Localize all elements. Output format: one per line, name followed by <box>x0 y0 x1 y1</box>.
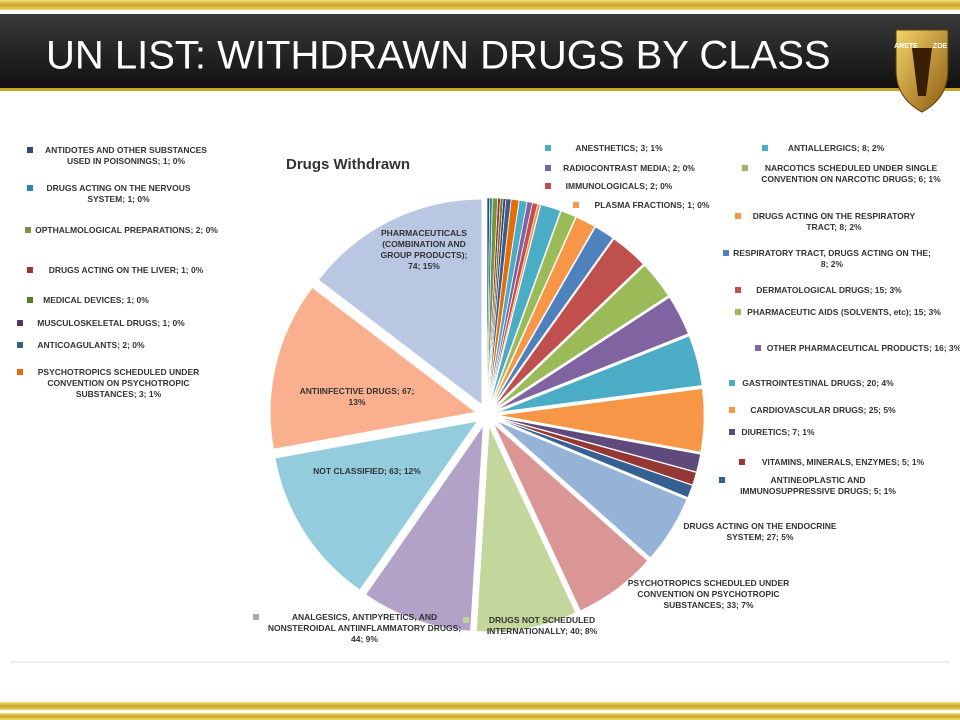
pie-slice <box>365 425 484 632</box>
legend-swatch <box>762 145 768 151</box>
legend-swatch <box>661 523 667 529</box>
legend-swatch <box>17 342 23 348</box>
pie-slice <box>498 418 693 498</box>
slide-title: UN LIST: WITHDRAWN DRUGS BY CLASS <box>46 34 831 78</box>
data-label: DRUGS ACTING ON THE ENDOCRINE SYSTEM; 27… <box>683 521 837 542</box>
data-label: ANESTHETICS; 3; 1% <box>575 143 663 153</box>
legend-swatch <box>735 309 741 315</box>
data-label: ANTIALLERGICS; 8; 2% <box>787 143 885 153</box>
pie-slice <box>490 204 561 404</box>
pie-slice <box>493 424 648 611</box>
legend-swatch <box>719 477 725 483</box>
data-label: IMMUNOLOGICALS; 2; 0% <box>565 181 673 191</box>
pie-slice <box>487 198 512 404</box>
data-label: DRUGS NOT SCHEDULED INTERNATIONALLY; 40;… <box>486 615 598 636</box>
pie-slice <box>498 335 703 413</box>
legend-swatch <box>27 267 33 273</box>
data-label: OPTHALMOLOGICAL PREPARATIONS; 2; 0% <box>35 225 218 235</box>
legend-swatch <box>755 345 761 351</box>
legend-swatch <box>17 320 23 326</box>
data-label: NARCOTICS SCHEDULED UNDER SINGLE CONVENT… <box>761 163 941 184</box>
pie-slice <box>476 426 576 633</box>
gold-stripe <box>0 702 960 710</box>
pie-slice <box>489 201 533 404</box>
pie-slice <box>498 417 701 473</box>
legend-swatch <box>735 213 741 219</box>
pie-slice <box>492 216 595 405</box>
pie-slice <box>497 421 688 558</box>
legend-swatch <box>729 380 735 386</box>
logo-text: ZOE <box>933 43 948 50</box>
data-label: MUSCULOSKELETAL DRUGS; 1; 0% <box>37 318 185 328</box>
gold-stripe <box>0 713 960 720</box>
legend-swatch <box>27 147 33 153</box>
legend-swatch <box>739 459 745 465</box>
pie-slice <box>497 297 689 410</box>
legend-swatch <box>25 227 31 233</box>
pie-slice <box>488 200 528 404</box>
legend-swatch <box>27 297 33 303</box>
logo-torch <box>912 48 932 96</box>
pie-slice <box>270 287 476 450</box>
header-rule <box>0 88 960 91</box>
legend-swatch <box>545 145 551 151</box>
gold-stripe <box>0 0 960 10</box>
pie-slice <box>488 199 520 404</box>
legend-swatch <box>723 250 729 256</box>
pie-slice <box>491 210 576 404</box>
data-label: DRUGS ACTING ON THE LIVER; 1; 0% <box>48 265 204 275</box>
data-label: PHARMACEUTIC AIDS (SOLVENTS, etc); 15; 3… <box>747 307 941 317</box>
data-label: CARDIOVASCULAR DRUGS; 25; 5% <box>750 405 896 415</box>
legend-swatch <box>27 185 33 191</box>
logo-text: ARETE <box>894 43 918 50</box>
legend-swatch <box>742 165 748 171</box>
pie-slice <box>498 418 697 486</box>
data-label: MEDICAL DEVICES; 1; 0% <box>43 295 149 305</box>
legend-swatch <box>729 407 735 413</box>
legend-swatch <box>735 287 741 293</box>
pie-slice <box>274 421 478 591</box>
legend-swatch <box>17 369 23 375</box>
legend-swatch <box>253 614 259 620</box>
data-label: PLASMA FRACTIONS; 1; 0% <box>594 200 710 210</box>
data-label: ANTIINFECTIVE DRUGS; 67; 13% <box>299 386 415 407</box>
data-label: ANTINEOPLASTIC AND IMMUNOSUPPRESSIVE DRU… <box>740 475 896 496</box>
data-label: DERMATOLOGICAL DRUGS; 15; 3% <box>756 285 902 295</box>
chart-title: Drugs Withdrawn <box>286 156 410 173</box>
header-band <box>0 14 960 88</box>
data-label: OTHER PHARMACEUTICAL PRODUCTS; 16; 3% <box>766 343 960 353</box>
data-label: VITAMINS, MINERALS, ENZYMES; 5; 1% <box>761 457 925 467</box>
data-label: RESPIRATORY TRACT, DRUGS ACTING ON THE; … <box>733 248 931 269</box>
legend-swatch <box>545 183 551 189</box>
pie-slice <box>494 238 644 407</box>
data-label: RADIOCONTRAST MEDIA; 2; 0% <box>563 163 695 173</box>
data-label: PSYCHOTROPICS SCHEDULED UNDER CONVENTION… <box>37 367 200 399</box>
data-label: DRUGS ACTING ON THE RESPIRATORY TRACT; 8… <box>752 211 916 232</box>
data-label: ANALGESICS, ANTIPYRETICS, AND NONSTEROID… <box>267 612 462 644</box>
data-label: PSYCHOTROPICS SCHEDULED UNDER CONVENTION… <box>627 578 790 610</box>
data-label: DIURETICS; 7; 1% <box>741 427 815 437</box>
data-label: NOT CLASSIFIED; 63; 12% <box>313 466 421 476</box>
pie-slice <box>498 388 705 453</box>
legend-swatch <box>607 580 613 586</box>
data-label: DRUGS ACTING ON THE NERVOUS SYSTEM; 1; 0… <box>46 183 191 204</box>
legend-swatch <box>573 202 579 208</box>
pie-slice <box>493 226 614 406</box>
data-label: ANTICOAGULANTS; 2; 0% <box>37 340 145 350</box>
data-label: GASTROINTESTINAL DRUGS; 20; 4% <box>742 378 894 388</box>
pie-slice <box>489 203 541 404</box>
legend-swatch <box>463 617 469 623</box>
legend-swatch <box>545 165 551 171</box>
legend-swatch <box>729 429 735 435</box>
data-label: PHARMACEUTICALS (COMBINATION AND GROUP P… <box>380 228 468 271</box>
data-label: ANTIDOTES AND OTHER SUBSTANCES USED IN P… <box>45 145 207 166</box>
pie-slice <box>496 265 669 408</box>
pie-slice <box>318 198 482 405</box>
